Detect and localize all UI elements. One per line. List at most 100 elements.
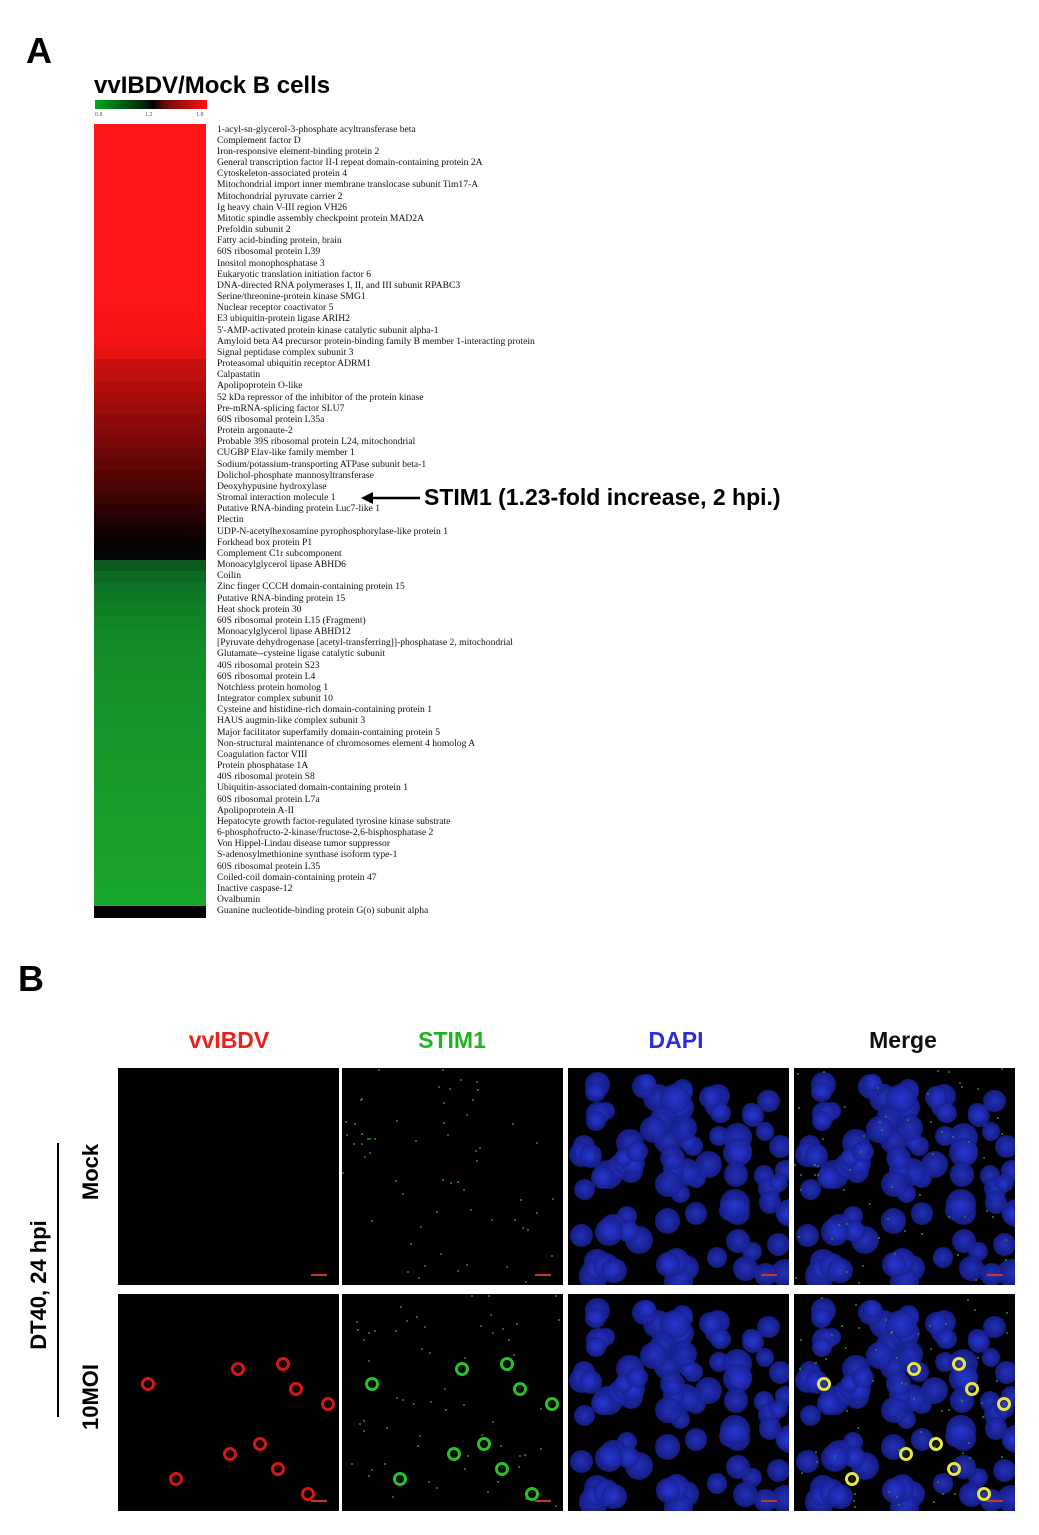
- micrograph-stim1-10moi: [342, 1294, 563, 1511]
- heatmap-title: vvIBDV/Mock B cells: [94, 72, 331, 99]
- scale-bar: [987, 1274, 1003, 1276]
- heatmap-cell: [94, 336, 206, 348]
- scale-min-label: 0.8: [95, 112, 103, 118]
- heatmap-cell: [94, 280, 206, 293]
- gene-label: Integrator complex subunit 10: [217, 693, 333, 705]
- gene-label: 6-phosphofructo-2-kinase/fructose-2,6-bi…: [217, 827, 434, 839]
- heatmap-cell: [94, 816, 206, 829]
- gene-label: Ovalbumin: [217, 894, 261, 906]
- micrograph-merge-10moi: [794, 1294, 1015, 1511]
- heatmap-cell: [94, 715, 206, 728]
- heatmap-cell: [94, 604, 206, 617]
- heatmap-cell: [94, 258, 206, 270]
- row-label-mock: Mock: [78, 1143, 103, 1201]
- gene-label: Mitochondrial import inner membrane tran…: [217, 179, 479, 191]
- gene-label: 40S ribosomal protein S23: [217, 659, 320, 671]
- gene-label: S-adenosylmethionine synthase isoform ty…: [217, 849, 398, 861]
- row-label-10moi: 10MOI: [78, 1363, 103, 1431]
- heatmap-cell: [94, 302, 206, 315]
- gene-label: Protein argonaute-2: [217, 425, 293, 437]
- heatmap: [94, 124, 206, 918]
- gene-label: 60S ribosomal protein L4: [217, 670, 316, 682]
- gene-label: Putative RNA-binding protein Luc7-like 1: [217, 503, 381, 515]
- gene-label: 40S ribosomal protein S8: [217, 771, 315, 783]
- gene-label: Von Hippel-Lindau disease tumor suppress…: [217, 838, 391, 850]
- gene-label: Glutamate--cysteine ligase catalytic sub…: [217, 648, 386, 660]
- gene-label: Guanine nucleotide-binding protein G(o) …: [217, 905, 429, 917]
- heatmap-cell: [94, 392, 206, 404]
- scale-max-label: 1.8: [196, 112, 204, 118]
- heatmap-cell: [94, 637, 206, 650]
- gene-label: Cysteine and histidine-rich domain-conta…: [217, 704, 433, 716]
- gene-label: 60S ribosomal protein L35a: [217, 413, 325, 425]
- heatmap-cell: [94, 894, 206, 907]
- panel-b-letter: B: [18, 958, 44, 999]
- heatmap-cell: [94, 179, 206, 192]
- micrograph-vvibdv-mock: [118, 1068, 339, 1285]
- gene-label: Inactive caspase-12: [217, 882, 293, 894]
- gene-label: General transcription factor II-I repeat…: [217, 157, 483, 168]
- heatmap-cell: [94, 682, 206, 695]
- heatmap-cell: [94, 358, 206, 371]
- scale-bar: [311, 1500, 327, 1502]
- gene-label: Major facilitator superfamily domain-con…: [217, 726, 440, 738]
- gene-label: Calpastatin: [217, 369, 261, 381]
- gene-label: Amyloid beta A4 precursor protein-bindin…: [217, 335, 535, 347]
- gene-label: Eukaryotic translation initiation factor…: [217, 268, 371, 280]
- gene-label: Cytoskeleton-associated protein 4: [217, 168, 348, 180]
- heatmap-cell: [94, 738, 206, 751]
- gene-label: HAUS augmin-like complex subunit 3: [217, 715, 366, 727]
- gene-label: Putative RNA-binding protein 15: [217, 592, 346, 604]
- gene-label: 60S ribosomal protein L35: [217, 860, 321, 872]
- gene-label: [Pyruvate dehydrogenase [acetyl-transfer…: [217, 637, 513, 649]
- heatmap-cell: [94, 213, 206, 226]
- column-header-vvibdv: vvIBDV: [188, 1027, 270, 1053]
- heatmap-cell: [94, 849, 206, 862]
- heatmap-cell: [94, 760, 206, 773]
- gene-label: Coiled-coil domain-containing protein 47: [217, 871, 377, 883]
- color-scale-bar: [95, 100, 207, 109]
- arrow-left-icon: [361, 492, 420, 504]
- heatmap-cell: [94, 704, 206, 717]
- heatmap-cell: [94, 827, 206, 840]
- gene-label: Notchless protein homolog 1: [217, 681, 329, 693]
- heatmap-cell: [94, 403, 206, 415]
- gene-label: Fatty acid-binding protein, brain: [217, 235, 342, 247]
- gene-label: Protein phosphatase 1A: [217, 760, 309, 772]
- gene-label: Prefoldin subunit 2: [217, 224, 291, 236]
- column-header-dapi: DAPI: [648, 1027, 704, 1053]
- gene-label: 60S ribosomal protein L7a: [217, 793, 320, 805]
- heatmap-cell: [94, 191, 206, 203]
- heatmap-cell: [94, 805, 206, 818]
- heatmap-cell: [94, 794, 206, 806]
- gene-label: Dolichol-phosphate mannosyltransferase: [217, 469, 374, 481]
- gene-label: Sodium/potassium-transporting ATPase sub…: [217, 458, 427, 470]
- gene-label: Coagulation factor VIII: [217, 748, 308, 760]
- heatmap-cell: [94, 313, 206, 326]
- gene-label: CUGBP Elav-like family member 1: [217, 447, 355, 459]
- heatmap-cell: [94, 648, 206, 661]
- gene-label: Non-structural maintenance of chromosome…: [217, 737, 476, 749]
- heatmap-cell: [94, 626, 206, 639]
- heatmap-cell: [94, 380, 206, 393]
- micrograph-dapi-10moi: [568, 1294, 789, 1511]
- gene-label: Deoxyhypusine hydroxylase: [217, 480, 327, 492]
- scale-bar: [761, 1500, 777, 1502]
- heatmap-cell: [94, 291, 206, 304]
- heatmap-cell: [94, 838, 206, 851]
- heatmap-cell: [94, 414, 206, 427]
- gene-label: DNA-directed RNA polymerases I, II, and …: [217, 279, 461, 291]
- heatmap-cell: [94, 548, 206, 561]
- heatmap-cell: [94, 481, 206, 494]
- gene-label: Iron-responsive element-binding protein …: [217, 145, 380, 157]
- gene-label: Ubiquitin-associated domain-containing p…: [217, 782, 409, 794]
- heatmap-cell: [94, 369, 206, 382]
- heatmap-cell: [94, 883, 206, 896]
- heatmap-cell: [94, 526, 206, 538]
- gene-label: Ig heavy chain V-III region VH26: [217, 201, 348, 213]
- gene-label: Monoacylglycerol lipase ABHD6: [217, 559, 346, 571]
- heatmap-cell: [94, 671, 206, 684]
- heatmap-cell: [94, 693, 206, 706]
- heatmap-cell: [94, 157, 206, 170]
- gene-label: Apolipoprotein O-like: [217, 380, 303, 392]
